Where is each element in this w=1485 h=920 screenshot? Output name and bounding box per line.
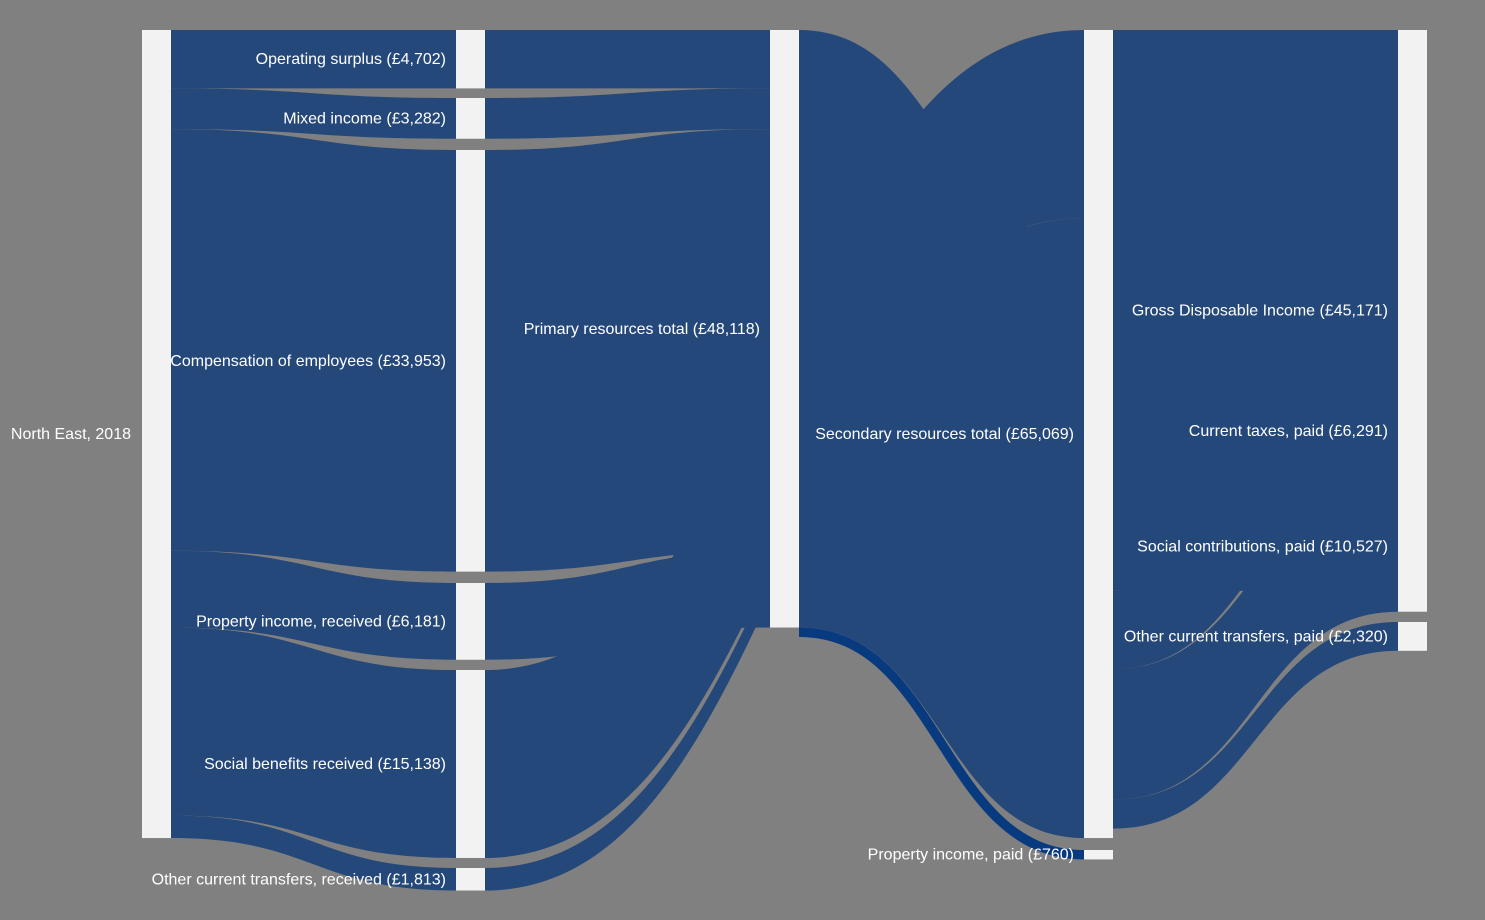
node-srt <box>1084 30 1113 839</box>
node-os <box>456 30 485 89</box>
node-label-mi: Mixed income (£3,282) <box>283 110 446 127</box>
flow-srt-to-ctp <box>1113 392 1398 670</box>
flow-ne-to-pir <box>171 550 456 660</box>
node-ce <box>456 150 485 572</box>
node-pip <box>1084 850 1113 860</box>
node-sbr <box>456 670 485 858</box>
flow-ne-to-sbr <box>171 627 456 858</box>
node-label-srt: Secondary resources total (£65,069) <box>815 426 1074 443</box>
node-label-pip: Property income, paid (£760) <box>868 847 1074 864</box>
flow-ne-to-os <box>171 30 456 89</box>
node-ctp <box>1398 392 1427 471</box>
flow-prt-to-pip <box>798 627 1085 860</box>
flow-srt-to-octp <box>1113 622 1398 829</box>
node-mi <box>456 98 485 139</box>
node-label-sbr: Social benefits received (£15,138) <box>204 756 446 773</box>
flow-os-to-prt <box>485 30 770 89</box>
flow-ne-to-octr <box>171 815 456 891</box>
node-pir <box>456 583 485 660</box>
sankey-nodes <box>142 30 1427 891</box>
flow-mi-to-prt <box>485 88 770 139</box>
node-octr <box>456 868 485 891</box>
node-octp <box>1398 622 1427 651</box>
sankey-labels: North East, 2018 Operating surplus (£4,70… <box>11 51 1388 888</box>
flow-ne-to-mi <box>171 88 456 139</box>
node-prt <box>770 30 799 628</box>
node-label-prt: Primary resources total (£48,118) <box>524 321 760 338</box>
node-ne <box>142 30 171 839</box>
node-label-os: Operating surplus (£4,702) <box>256 51 446 68</box>
node-label-scp: Social contributions, paid (£10,527) <box>1137 538 1388 555</box>
node-label-octp: Other current transfers, paid (£2,320) <box>1124 628 1388 645</box>
flow-srt-to-scp <box>1113 481 1398 800</box>
node-label-ctp: Current taxes, paid (£6,291) <box>1189 423 1388 440</box>
flow-ne-to-ce <box>171 129 456 572</box>
node-label-ne: North East, 2018 <box>11 426 131 443</box>
flow-prt-to-srt <box>799 30 1084 839</box>
node-label-ce: Compensation of employees (£33,953) <box>170 353 446 370</box>
flow-ce-to-prt <box>485 129 770 572</box>
node-label-octr: Other current transfers, received (£1,81… <box>152 871 446 888</box>
node-label-pir: Property income, received (£6,181) <box>196 613 446 630</box>
node-scp <box>1398 481 1427 612</box>
node-label-gdi: Gross Disposable Income (£45,171) <box>1132 302 1388 319</box>
